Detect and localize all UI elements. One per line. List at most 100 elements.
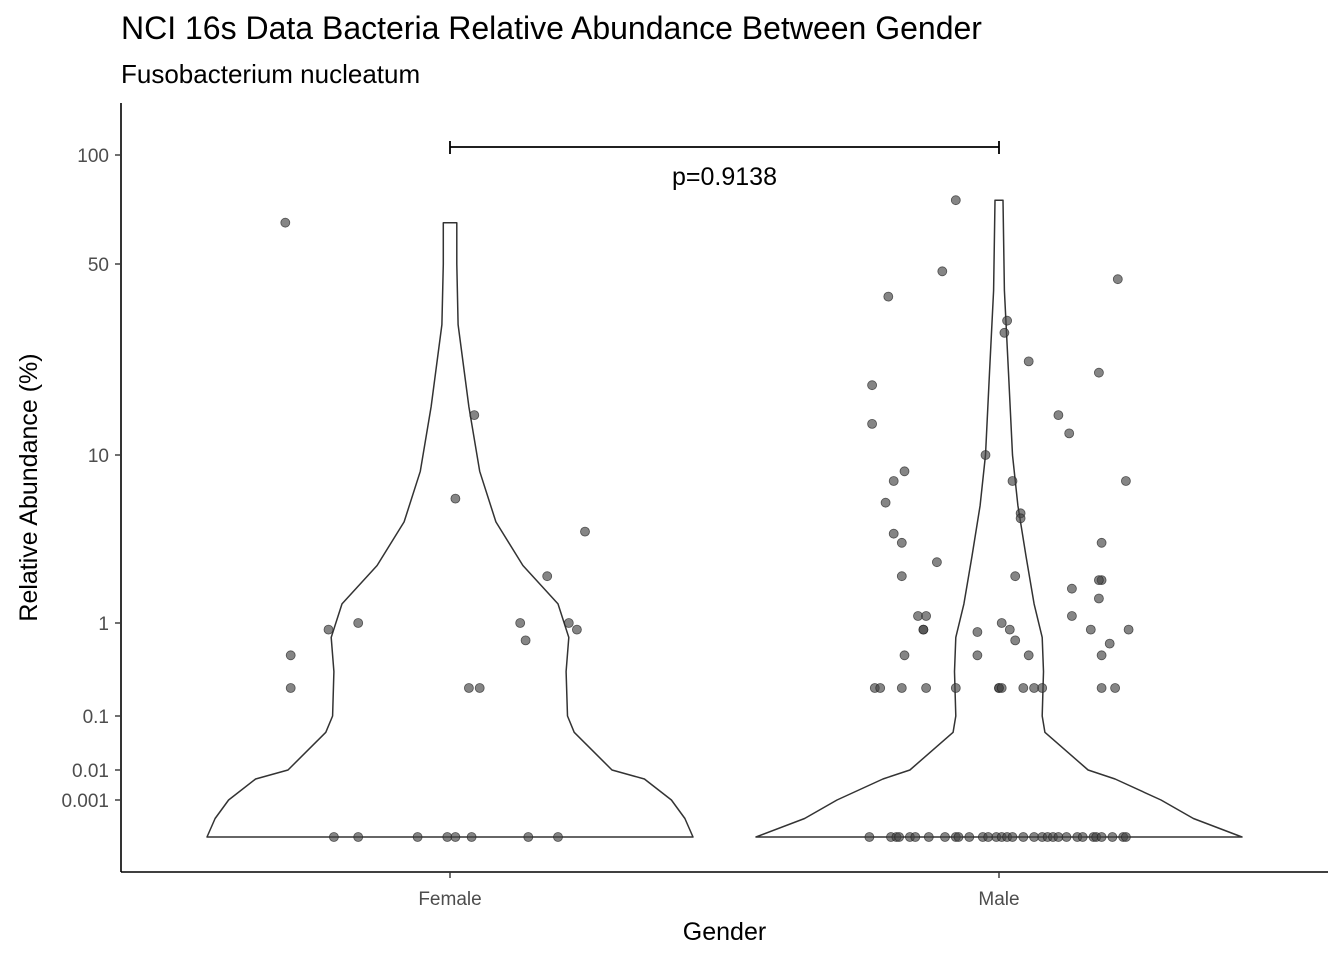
data-point-male [1015,513,1026,524]
data-point-male [1094,575,1104,585]
data-point-female [450,493,461,504]
data-point-male [913,611,923,621]
data-point-male [1037,683,1048,693]
data-point-male [875,683,886,693]
data-point-female [580,526,590,537]
data-point-male [1002,315,1012,326]
data-point-male [953,832,964,842]
points-group [280,195,1134,842]
x-tick-label: Male [978,889,1019,910]
data-point-female [469,410,480,421]
data-point-male [864,832,875,842]
data-point-female [285,650,296,661]
data-point-male [888,476,899,486]
y-tick-label: 1 [98,614,109,635]
data-point-male [1123,624,1134,635]
data-point-male [1007,832,1018,842]
data-point-female [450,832,461,842]
data-point-male [996,618,1007,628]
data-point-male [1023,356,1034,367]
data-point-male [867,418,877,429]
x-ticks-group: Female Male [418,872,1020,910]
data-point-female [523,832,534,842]
x-axis-title: Gender [683,918,766,946]
data-point-male [888,528,899,539]
data-point-male [1121,832,1131,842]
data-point-female [553,832,563,842]
y-tick-label: 100 [77,146,109,167]
data-point-female [520,635,531,646]
data-point-male [1107,832,1118,842]
data-point-male [1018,832,1029,842]
data-point-female [563,618,574,628]
data-point-male [1121,476,1131,486]
data-point-female [463,683,474,693]
data-point-female [285,683,296,693]
data-point-female [572,624,582,635]
chart-subtitle: Fusobacterium nucleatum [121,59,421,89]
data-point-male [1096,683,1107,693]
data-point-female [353,832,364,842]
data-point-male [980,450,991,460]
data-point-male [1112,274,1123,285]
data-point-female [466,832,477,842]
data-point-male [896,683,907,693]
data-point-male [883,291,894,302]
data-point-male [1104,638,1115,649]
data-point-female [515,618,526,628]
violins-group [206,199,1243,838]
data-point-male [1029,832,1039,842]
data-point-male [972,627,983,637]
data-point-male [1110,683,1120,693]
y-tick-label: 50 [88,255,109,276]
data-point-male [1077,832,1088,842]
y-tick-label: 0.1 [83,707,109,728]
data-point-male [896,537,907,548]
y-tick-label: 0.01 [72,761,109,782]
data-point-male [964,832,975,842]
data-point-female [442,832,453,842]
data-point-male [1053,832,1064,842]
data-point-male [1067,611,1077,621]
y-ticks-group: 100 50 10 1 0.1 0.01 0.001 [61,146,121,812]
data-point-female [353,618,364,628]
data-point-male [1094,593,1104,604]
p-value-label: p=0.9138 [672,163,777,191]
chart-title: NCI 16s Data Bacteria Relative Abundance… [121,10,982,46]
data-point-male [1096,832,1107,842]
significance-bracket [449,141,1000,154]
data-point-male [1018,683,1029,693]
data-point-male [940,832,950,842]
data-point-male [867,380,877,391]
data-point-male [1094,367,1104,378]
data-point-male [932,557,942,568]
data-point-male [1023,650,1034,661]
violin-male [755,199,1243,838]
data-point-male [983,832,994,842]
data-point-male [921,611,931,621]
data-point-female [474,683,485,693]
data-point-male [1010,571,1021,582]
data-point-male [1085,624,1096,635]
data-point-male [1061,832,1072,842]
violin-female [206,221,694,838]
axes-group [120,103,1328,873]
data-point-male [950,683,961,693]
data-point-male [937,266,948,277]
data-point-male [918,624,929,635]
data-point-male [896,571,907,582]
significance-annotation: p=0.9138 [449,141,1000,191]
data-point-male [880,497,891,508]
data-point-male [899,466,910,477]
data-point-male [999,327,1010,338]
data-point-female [323,624,334,635]
data-point-male [1067,583,1077,594]
data-point-male [1029,683,1039,693]
data-point-female [280,217,291,228]
data-point-male [950,195,961,206]
data-point-male [1010,635,1021,646]
data-point-male [1096,650,1107,661]
y-axis-title: Relative Abundance (%) [15,353,43,621]
data-point-female [412,832,423,842]
data-point-male [910,832,921,842]
